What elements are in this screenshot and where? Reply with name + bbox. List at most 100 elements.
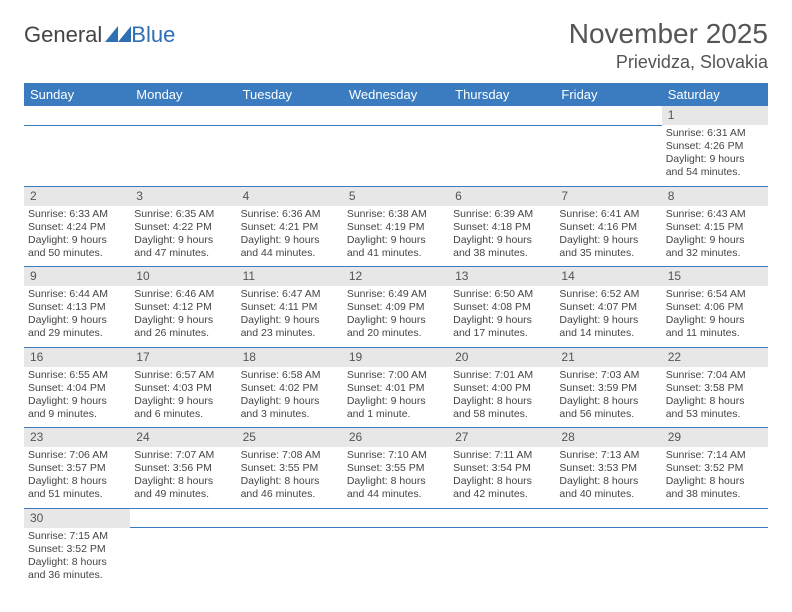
- weekday-header: Tuesday: [237, 83, 343, 106]
- day-number-cell: [555, 508, 661, 528]
- day-ss: Sunset: 4:22 PM: [134, 221, 232, 234]
- day-content-row: Sunrise: 7:06 AMSunset: 3:57 PMDaylight:…: [24, 447, 768, 508]
- day-content-cell: Sunrise: 6:43 AMSunset: 4:15 PMDaylight:…: [662, 206, 768, 267]
- day-sr: Sunrise: 6:35 AM: [134, 208, 232, 221]
- day-d2: and 20 minutes.: [347, 327, 445, 340]
- day-number-cell: 2: [24, 186, 130, 206]
- day-ss: Sunset: 4:04 PM: [28, 382, 126, 395]
- day-ss: Sunset: 4:08 PM: [453, 301, 551, 314]
- day-sr: Sunrise: 7:01 AM: [453, 369, 551, 382]
- day-number-cell: [343, 106, 449, 125]
- day-number-cell: 28: [555, 428, 661, 448]
- day-number-cell: 20: [449, 347, 555, 367]
- day-d1: Daylight: 8 hours: [559, 395, 657, 408]
- day-content-cell: Sunrise: 7:15 AMSunset: 3:52 PMDaylight:…: [24, 528, 130, 589]
- day-number-row: 1: [24, 106, 768, 125]
- day-d1: Daylight: 9 hours: [453, 234, 551, 247]
- day-d1: Daylight: 9 hours: [28, 395, 126, 408]
- day-sr: Sunrise: 6:46 AM: [134, 288, 232, 301]
- day-number-cell: 22: [662, 347, 768, 367]
- day-number-cell: 7: [555, 186, 661, 206]
- day-d1: Daylight: 8 hours: [28, 556, 126, 569]
- day-ss: Sunset: 4:03 PM: [134, 382, 232, 395]
- day-content-cell: [343, 125, 449, 186]
- day-d2: and 42 minutes.: [453, 488, 551, 501]
- day-content-cell: Sunrise: 6:52 AMSunset: 4:07 PMDaylight:…: [555, 286, 661, 347]
- day-number-cell: 17: [130, 347, 236, 367]
- day-d2: and 23 minutes.: [241, 327, 339, 340]
- day-number-cell: 27: [449, 428, 555, 448]
- day-sr: Sunrise: 7:00 AM: [347, 369, 445, 382]
- day-content-cell: Sunrise: 7:13 AMSunset: 3:53 PMDaylight:…: [555, 447, 661, 508]
- day-content-cell: Sunrise: 6:50 AMSunset: 4:08 PMDaylight:…: [449, 286, 555, 347]
- day-number-cell: 12: [343, 267, 449, 287]
- day-ss: Sunset: 4:16 PM: [559, 221, 657, 234]
- day-ss: Sunset: 3:52 PM: [28, 543, 126, 556]
- day-number-cell: [237, 106, 343, 125]
- day-sr: Sunrise: 7:13 AM: [559, 449, 657, 462]
- day-ss: Sunset: 4:09 PM: [347, 301, 445, 314]
- day-d1: Daylight: 8 hours: [666, 475, 764, 488]
- calendar-body: 1 Sunrise: 6:31 AMSunset: 4:26 PM Daylight…: [24, 106, 768, 588]
- day-number-cell: 10: [130, 267, 236, 287]
- day-ss: Sunset: 4:11 PM: [241, 301, 339, 314]
- day-content-cell: [662, 528, 768, 589]
- day-ss: Sunset: 3:59 PM: [559, 382, 657, 395]
- day-content-row: Sunrise: 6:55 AMSunset: 4:04 PMDaylight:…: [24, 367, 768, 428]
- day-content-cell: Sunrise: 6:44 AMSunset: 4:13 PMDaylight:…: [24, 286, 130, 347]
- day-content-cell: [130, 528, 236, 589]
- day-number-cell: 26: [343, 428, 449, 448]
- day-number-row: 2345678: [24, 186, 768, 206]
- day-sr: Sunrise: 7:15 AM: [28, 530, 126, 543]
- day-number-cell: [130, 508, 236, 528]
- day-content-cell: [555, 125, 661, 186]
- day-sr: Sunrise: 7:14 AM: [666, 449, 764, 462]
- day-d1: Daylight: 9 hours: [666, 314, 764, 327]
- weekday-header: Thursday: [449, 83, 555, 106]
- day-sr: Sunrise: 6:38 AM: [347, 208, 445, 221]
- day-ss: Sunset: 4:19 PM: [347, 221, 445, 234]
- day-d1: Daylight: 9 hours: [241, 395, 339, 408]
- day-number-row: 23242526272829: [24, 428, 768, 448]
- day-number-row: 30: [24, 508, 768, 528]
- day-content-cell: Sunrise: 6:46 AMSunset: 4:12 PMDaylight:…: [130, 286, 236, 347]
- day-d1: Daylight: 9 hours: [666, 234, 764, 247]
- day-ss: Sunset: 4:06 PM: [666, 301, 764, 314]
- day-d2: and 32 minutes.: [666, 247, 764, 260]
- day-d2: and 50 minutes.: [28, 247, 126, 260]
- day-d1: Daylight: 9 hours: [134, 314, 232, 327]
- day-sr: Sunrise: 7:03 AM: [559, 369, 657, 382]
- header: General Blue November 2025 Prievidza, Sl…: [24, 18, 768, 73]
- day-d2: and 46 minutes.: [241, 488, 339, 501]
- day-content-row: Sunrise: 6:33 AMSunset: 4:24 PMDaylight:…: [24, 206, 768, 267]
- day-d2: and 41 minutes.: [347, 247, 445, 260]
- day-content-cell: Sunrise: 7:06 AMSunset: 3:57 PMDaylight:…: [24, 447, 130, 508]
- weekday-header: Friday: [555, 83, 661, 106]
- day-content-cell: Sunrise: 6:58 AMSunset: 4:02 PMDaylight:…: [237, 367, 343, 428]
- day-sr: Sunrise: 6:31 AM: [666, 127, 764, 140]
- day-d2: and 17 minutes.: [453, 327, 551, 340]
- day-d1: Daylight: 9 hours: [134, 395, 232, 408]
- day-d1: Daylight: 9 hours: [453, 314, 551, 327]
- day-ss: Sunset: 3:53 PM: [559, 462, 657, 475]
- day-d1: Daylight: 9 hours: [347, 395, 445, 408]
- day-ss: Sunset: 4:13 PM: [28, 301, 126, 314]
- day-sr: Sunrise: 6:58 AM: [241, 369, 339, 382]
- day-ss: Sunset: 4:26 PM: [666, 140, 764, 153]
- day-sr: Sunrise: 7:08 AM: [241, 449, 339, 462]
- day-sr: Sunrise: 6:47 AM: [241, 288, 339, 301]
- day-ss: Sunset: 4:07 PM: [559, 301, 657, 314]
- day-d2: and 36 minutes.: [28, 569, 126, 582]
- day-d1: Daylight: 9 hours: [241, 234, 339, 247]
- day-content-cell: [343, 528, 449, 589]
- month-title: November 2025: [569, 18, 768, 50]
- day-sr: Sunrise: 6:41 AM: [559, 208, 657, 221]
- day-content-cell: Sunrise: 7:10 AMSunset: 3:55 PMDaylight:…: [343, 447, 449, 508]
- day-d2: and 35 minutes.: [559, 247, 657, 260]
- day-content-cell: Sunrise: 7:04 AMSunset: 3:58 PMDaylight:…: [662, 367, 768, 428]
- day-ss: Sunset: 4:12 PM: [134, 301, 232, 314]
- day-number-cell: [449, 508, 555, 528]
- day-content-cell: Sunrise: 7:14 AMSunset: 3:52 PMDaylight:…: [662, 447, 768, 508]
- day-sr: Sunrise: 7:10 AM: [347, 449, 445, 462]
- day-d1: Daylight: 8 hours: [666, 395, 764, 408]
